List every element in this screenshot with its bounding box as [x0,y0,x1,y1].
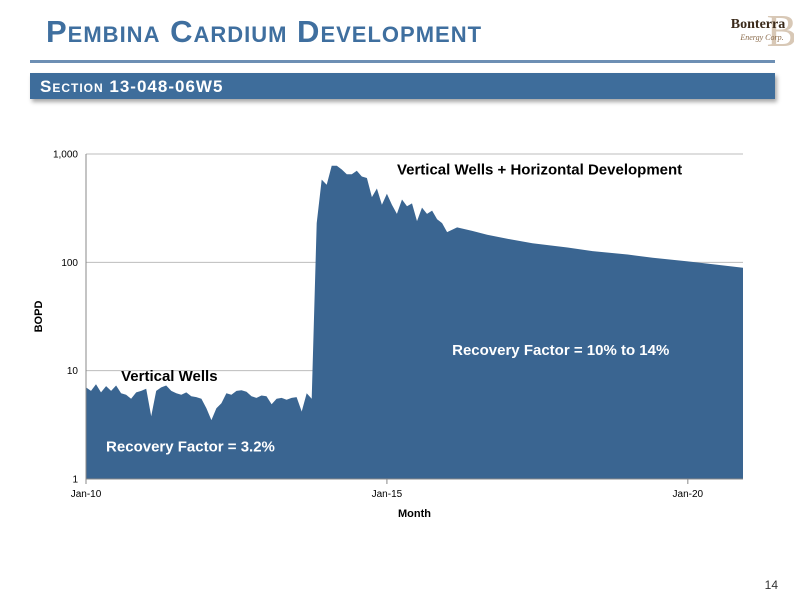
axes [85,154,743,484]
svg-text:Energy Corp.: Energy Corp. [739,33,783,42]
x-tick-label: Jan-10 [71,489,102,500]
annotation-horizontal-development: Vertical Wells + Horizontal Development [397,161,682,178]
x-tick-label: Jan-15 [372,489,403,500]
labels: 1 10 100 1,000 Jan-10 Jan-15 Jan-20 Month BOPD Ve… [33,150,704,521]
series-layer [86,165,743,479]
y-tick-label: 10 [67,366,79,377]
annotation-recovery-factor-vertical: Recovery Factor = 3.2% [106,438,275,455]
y-axis-title: BOPD [33,301,45,333]
x-axis-title: Month [398,508,431,520]
production-area [86,165,743,479]
y-tick-label: 1 [72,475,78,486]
y-tick-label: 1,000 [53,150,78,161]
svg-text:Bonterra: Bonterra [731,17,785,32]
annotation-recovery-factor-horizontal: Recovery Factor = 10% to 14% [452,342,669,359]
company-logo: B Bonterra Energy Corp. [731,6,794,54]
section-banner: Section 13-048-06W5 [30,73,775,99]
y-tick-label: 100 [61,258,78,269]
page-number: 14 [764,578,778,592]
svg-text:B: B [767,6,794,54]
slide-title: Pembina Cardium Development [46,14,483,49]
section-label: Section 13-048-06W5 [40,77,224,96]
title-divider [30,60,775,63]
x-tick-label: Jan-20 [673,489,704,500]
annotation-vertical-wells: Vertical Wells [121,368,217,385]
